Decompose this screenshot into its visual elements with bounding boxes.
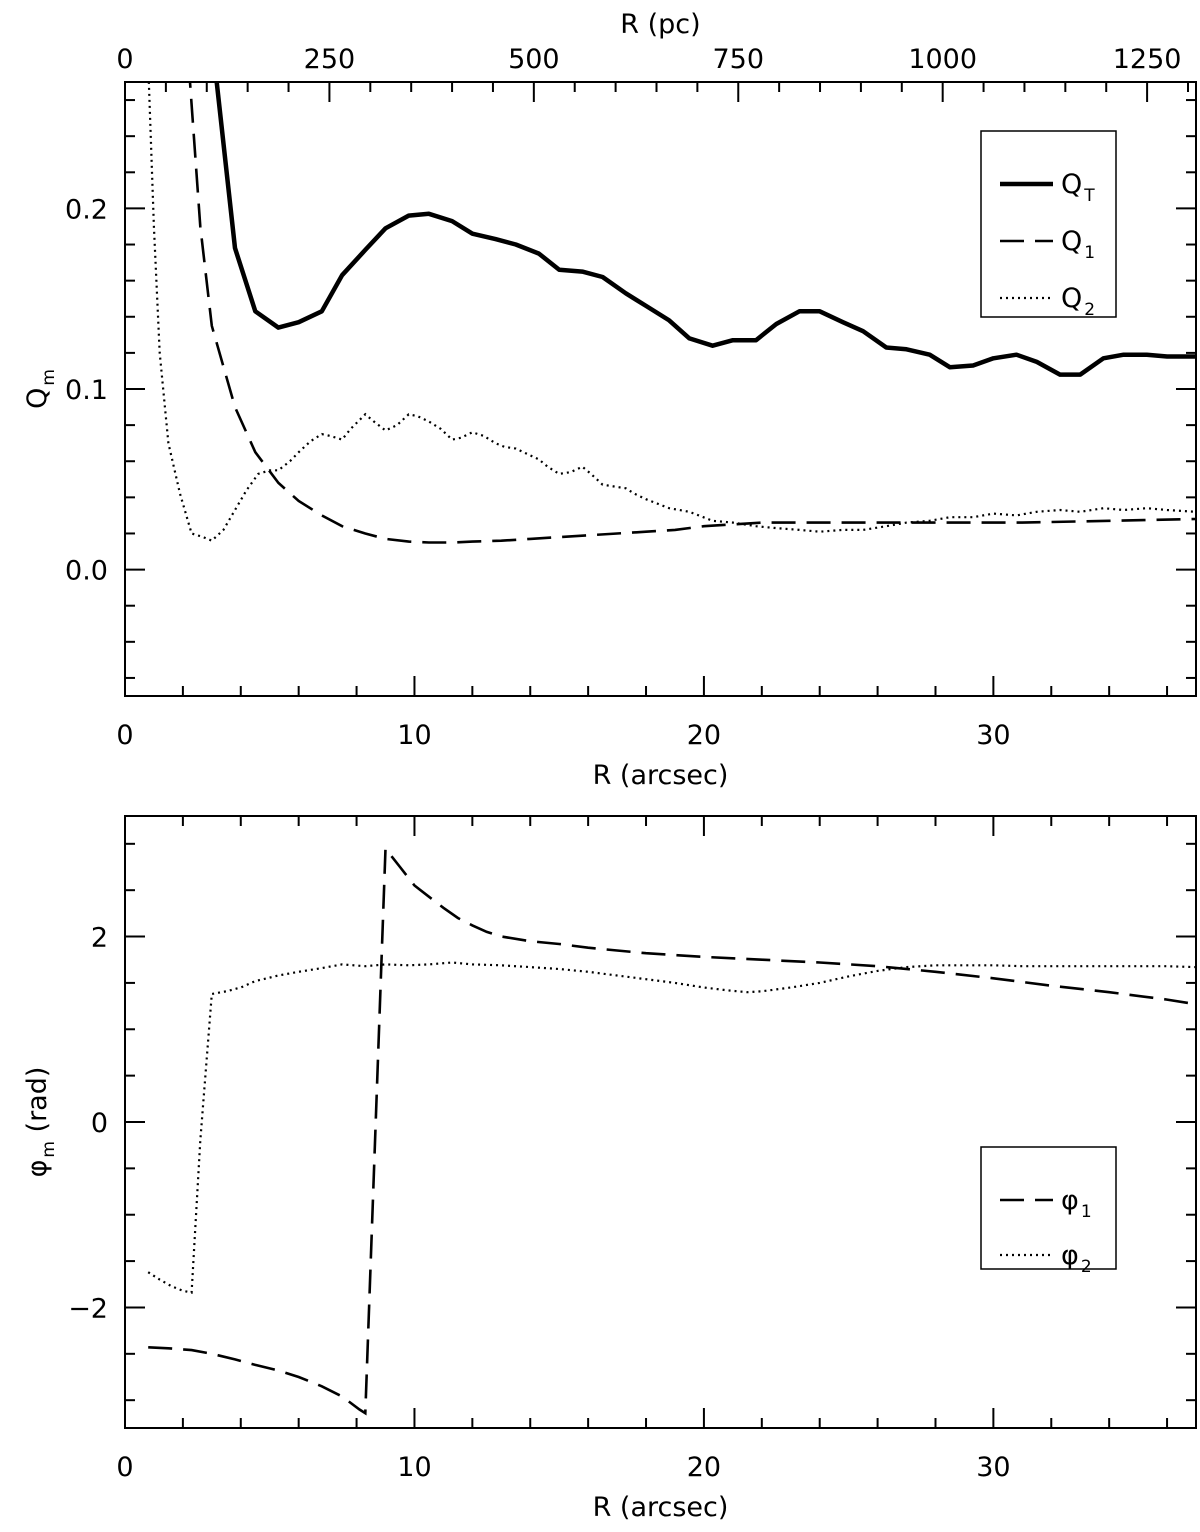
pc-tick-label: 1250 bbox=[1113, 44, 1182, 75]
series-line-q-1 bbox=[188, 82, 1196, 544]
series-line-phi-1 bbox=[148, 844, 1196, 1416]
series-group bbox=[147, 844, 1196, 1416]
series-line-phi-2 bbox=[147, 961, 1196, 1294]
series-group bbox=[147, 82, 1196, 544]
x-axis-title: R (arcsec) bbox=[593, 760, 729, 791]
legend: Q T Q 1 Q 2 bbox=[980, 130, 1117, 320]
x-tick-label: 0 bbox=[116, 1452, 133, 1483]
y-tick-label: 2 bbox=[91, 923, 108, 954]
y-axis-title: Qm bbox=[22, 369, 59, 409]
x-tick-label: 30 bbox=[976, 720, 1010, 751]
plot-frame bbox=[124, 815, 1197, 1429]
x-tick-label: 10 bbox=[397, 720, 431, 751]
x-tick-label: 20 bbox=[687, 720, 721, 751]
series-line-q-2 bbox=[147, 82, 1196, 542]
y-tick-label: 0.0 bbox=[65, 556, 108, 587]
x-tick-label: 30 bbox=[976, 1452, 1010, 1483]
pc-tick-label: 500 bbox=[508, 44, 560, 75]
y-tick-label: −2 bbox=[68, 1293, 108, 1324]
panel-top: 0 10 20 30 0 250 500 750 1000 1250 R (pc) 0.0 0.1 0.2… bbox=[22, 9, 1197, 791]
series-line-q-t bbox=[214, 82, 1196, 377]
x-tick-label: 10 bbox=[397, 1452, 431, 1483]
legend: φ 1φ 2 bbox=[980, 1146, 1117, 1277]
pc-tick-label: 1000 bbox=[908, 44, 977, 75]
top-axis-title: R (pc) bbox=[620, 9, 700, 40]
legend-box bbox=[980, 130, 1117, 318]
x-tick-label: 0 bbox=[116, 720, 133, 751]
pc-tick-label: 0 bbox=[116, 44, 133, 75]
y-axis-title: φm (rad) bbox=[22, 1067, 59, 1178]
x-axis-title: R (arcsec) bbox=[593, 1492, 729, 1523]
y-tick-label: 0.2 bbox=[65, 194, 108, 225]
legend-box bbox=[980, 1146, 1117, 1270]
y-tick-label: 0.1 bbox=[65, 375, 108, 406]
pc-tick-label: 750 bbox=[712, 44, 764, 75]
y-tick-label: 0 bbox=[91, 1108, 108, 1139]
x-tick-label: 20 bbox=[687, 1452, 721, 1483]
pc-tick-label: 250 bbox=[304, 44, 356, 75]
